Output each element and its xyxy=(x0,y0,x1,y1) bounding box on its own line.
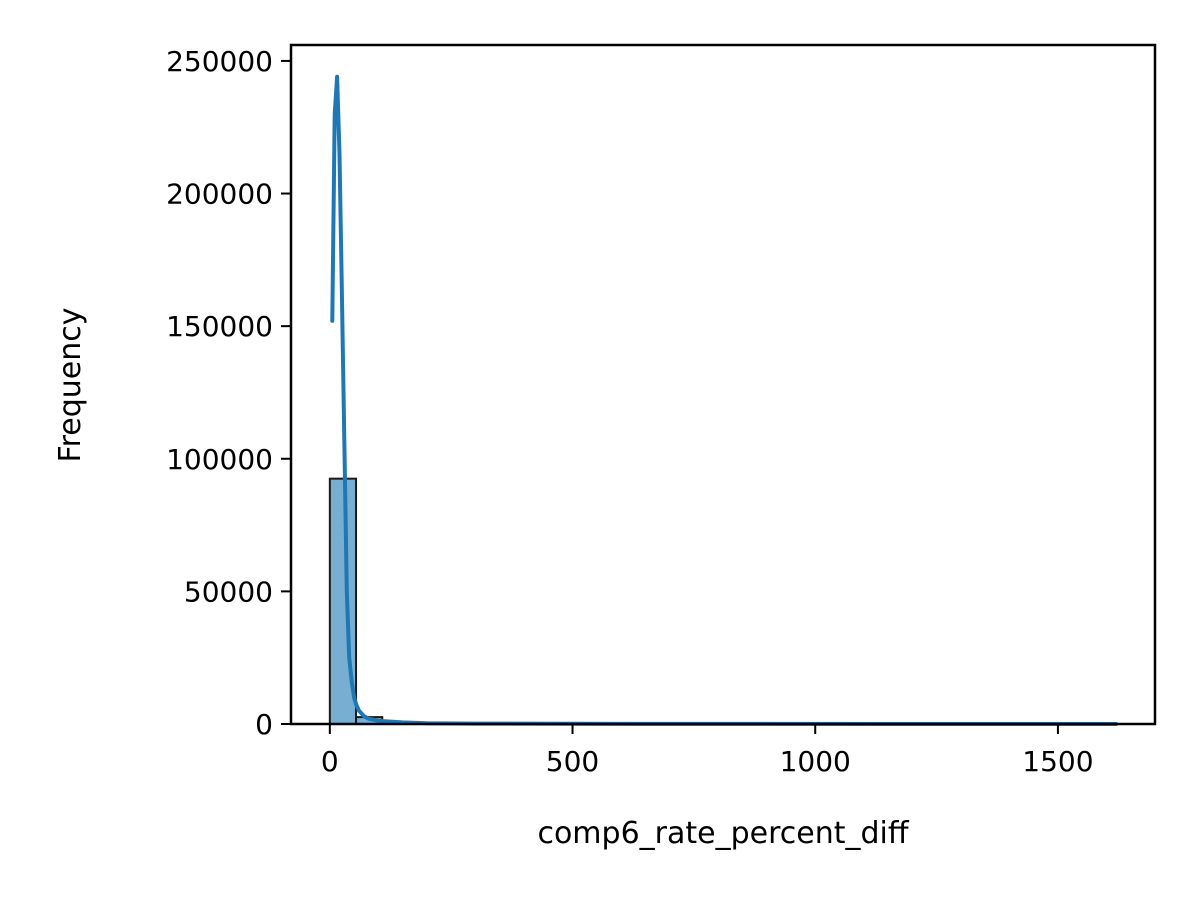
y-tick-label: 200000 xyxy=(166,178,273,211)
x-tick-label: 500 xyxy=(546,745,599,778)
y-tick-label: 50000 xyxy=(184,575,273,608)
kde-line xyxy=(330,74,1119,726)
plot-frame xyxy=(289,43,1157,726)
x-tick-label: 1000 xyxy=(780,745,851,778)
y-axis-label: Frequency xyxy=(53,308,88,463)
y-tick-label: 150000 xyxy=(166,310,273,343)
kde-layer xyxy=(330,74,1119,726)
x-axis-ticks: 0 500 1000 1500 xyxy=(321,724,1094,778)
y-axis-ticks: 0 50000 100000 150000 200000 250000 xyxy=(166,45,291,741)
y-tick-label: 0 xyxy=(255,708,273,741)
y-tick-label: 250000 xyxy=(166,45,273,78)
x-tick-label: 0 xyxy=(321,745,339,778)
y-tick-label: 100000 xyxy=(166,443,273,476)
histogram-bars xyxy=(328,477,1118,726)
x-axis-label: comp6_rate_percent_diff xyxy=(537,816,909,851)
x-tick-label: 1500 xyxy=(1022,745,1093,778)
